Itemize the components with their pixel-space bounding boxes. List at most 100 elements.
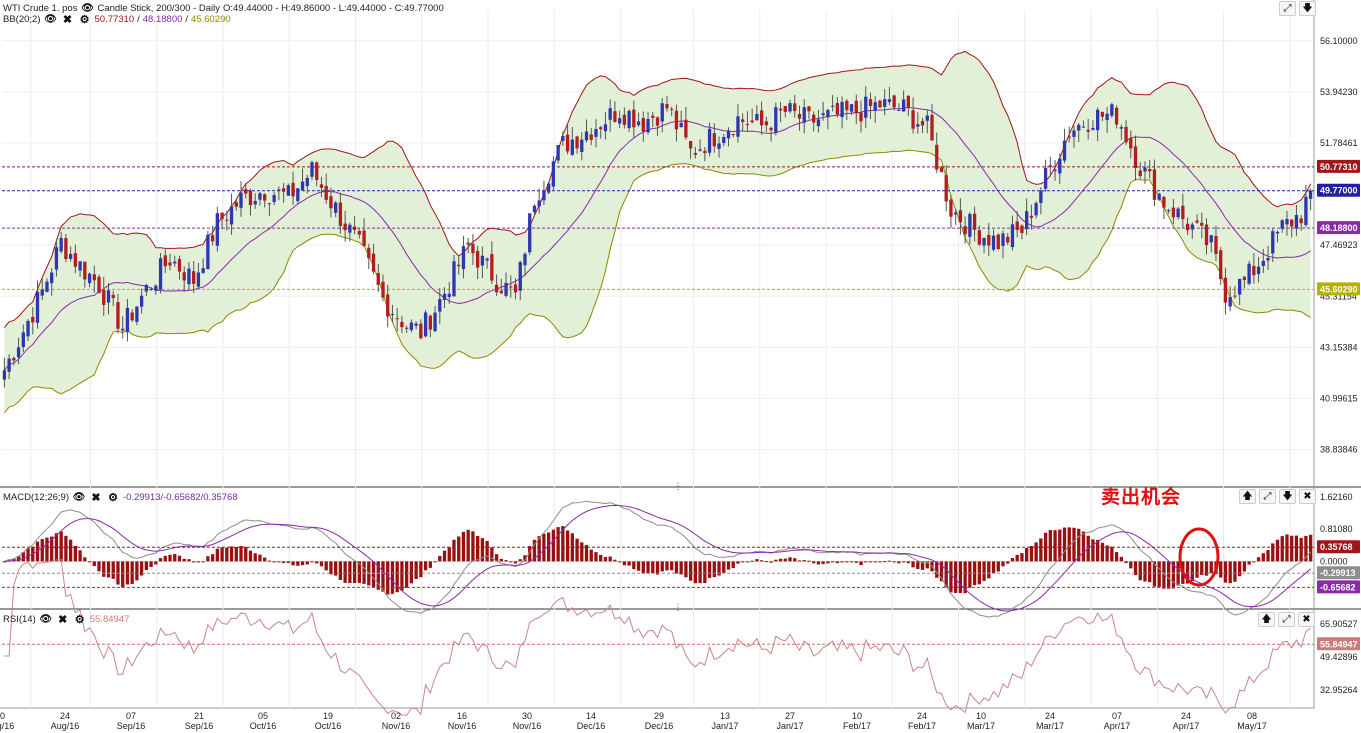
candle-body bbox=[263, 194, 267, 201]
macd-histogram-bar bbox=[954, 561, 958, 593]
macd-histogram-bar bbox=[258, 554, 262, 562]
eye-icon[interactable]: 👁 bbox=[39, 613, 53, 625]
candle-body bbox=[1152, 169, 1157, 200]
macd-histogram-bar bbox=[343, 561, 347, 583]
date-axis-day: 27 bbox=[785, 711, 795, 721]
candle-body bbox=[475, 251, 480, 268]
candle-body bbox=[1271, 231, 1275, 254]
candle-body bbox=[1219, 250, 1223, 280]
macd-histogram-bar bbox=[698, 561, 702, 584]
candle-body bbox=[1129, 138, 1133, 149]
candle-body bbox=[1010, 224, 1015, 248]
macd-histogram-bar bbox=[225, 547, 229, 562]
gear-icon[interactable]: ⚙ bbox=[79, 13, 90, 26]
macd-histogram-bar bbox=[357, 561, 361, 583]
close-icon[interactable]: ✖ bbox=[62, 13, 73, 26]
macd-histogram-bar bbox=[1105, 545, 1109, 562]
candle-body bbox=[281, 188, 286, 192]
candle-body bbox=[499, 290, 503, 294]
macd-histogram-bar bbox=[670, 561, 674, 571]
macd-histogram-bar bbox=[466, 529, 470, 562]
date-axis-month: Oct/16 bbox=[315, 721, 342, 731]
close-icon[interactable]: ✖ bbox=[91, 491, 101, 504]
macd-histogram-bar bbox=[674, 561, 679, 574]
pane-resize-handle[interactable]: ⋮ bbox=[673, 602, 683, 612]
arrow-down-icon[interactable]: 🡇 bbox=[1279, 489, 1296, 504]
macd-histogram-bar bbox=[177, 555, 182, 562]
date-axis-month: Sep/16 bbox=[185, 721, 214, 731]
candle-body bbox=[764, 121, 769, 126]
eye-icon[interactable]: 👁 bbox=[81, 2, 94, 14]
candle-body bbox=[816, 119, 821, 127]
macd-histogram-bar bbox=[409, 561, 414, 584]
candle-body bbox=[968, 214, 972, 237]
price-badge: 45.60290 bbox=[1317, 282, 1360, 296]
macd-histogram-bar bbox=[139, 561, 144, 576]
candle-body bbox=[693, 152, 698, 155]
maximize-icon[interactable]: ⤢ bbox=[1279, 1, 1296, 16]
macd-histogram-bar bbox=[338, 561, 343, 581]
eye-icon[interactable]: 👁 bbox=[72, 491, 86, 503]
macd-badge: -0.29913 bbox=[1317, 566, 1360, 580]
pane-resize-handle[interactable]: ⋮ bbox=[673, 481, 683, 491]
macd-histogram-bar bbox=[315, 561, 319, 564]
candle-body bbox=[1095, 109, 1100, 131]
macd-histogram-bar bbox=[561, 526, 565, 562]
main-pane-tools: ⤢ 🡇 bbox=[1279, 1, 1316, 16]
candle-body bbox=[31, 316, 35, 323]
macd-badge: 0.35768 bbox=[1317, 540, 1360, 554]
macd-histogram-bar bbox=[513, 561, 518, 564]
gear-icon[interactable]: ⚙ bbox=[74, 613, 85, 626]
instrument-name: WTI Crude 1. pos bbox=[3, 2, 78, 14]
close-icon[interactable]: ✖ bbox=[58, 613, 68, 626]
candle-body bbox=[1204, 224, 1209, 246]
price-axis-label: 45.31154 bbox=[1320, 291, 1357, 301]
eye-icon[interactable]: 👁 bbox=[44, 13, 57, 25]
macd-histogram-bar bbox=[741, 561, 745, 563]
candle-body bbox=[513, 284, 518, 293]
maximize-icon[interactable]: ⤢ bbox=[1259, 489, 1276, 504]
macd-histogram-bar bbox=[1048, 530, 1052, 562]
candle-body bbox=[774, 107, 778, 133]
candle-body bbox=[1242, 276, 1247, 281]
candle-body bbox=[362, 230, 366, 247]
macd-histogram-bar bbox=[54, 533, 59, 562]
candle-body bbox=[125, 307, 130, 333]
candle-body bbox=[599, 127, 603, 130]
candle-body bbox=[954, 212, 958, 215]
candle-body bbox=[1034, 203, 1038, 216]
macd-pane-tools: 🡅 ⤢ 🡇 ✖ bbox=[1239, 489, 1316, 504]
macd-histogram-bar bbox=[916, 561, 920, 569]
candle-body bbox=[423, 312, 428, 337]
candle-body bbox=[698, 149, 702, 151]
arrow-up-icon[interactable]: 🡅 bbox=[1258, 612, 1275, 627]
candle-body bbox=[892, 95, 896, 108]
macd-histogram-bar bbox=[1148, 561, 1152, 583]
macd-histogram-bar bbox=[210, 554, 215, 562]
macd-histogram-bar bbox=[395, 561, 399, 593]
close-icon[interactable]: ✖ bbox=[1299, 489, 1316, 504]
candle-body bbox=[21, 332, 25, 348]
macd-histogram-bar bbox=[405, 561, 409, 588]
arrow-up-icon[interactable]: 🡅 bbox=[1239, 489, 1256, 504]
candle-body bbox=[532, 205, 537, 213]
candle-body bbox=[244, 189, 248, 194]
arrow-down-icon[interactable]: 🡇 bbox=[1299, 1, 1316, 16]
candle-body bbox=[1124, 126, 1128, 143]
macd-histogram-bar bbox=[1195, 561, 1199, 578]
candle-body bbox=[1308, 190, 1313, 199]
candle-body bbox=[1256, 266, 1261, 275]
macd-histogram-bar bbox=[551, 529, 556, 562]
macd-histogram-bar bbox=[968, 561, 972, 588]
macd-histogram-bar bbox=[1252, 561, 1256, 563]
candle-body bbox=[1294, 214, 1299, 229]
gear-icon[interactable]: ⚙ bbox=[108, 491, 118, 504]
candle-body bbox=[135, 306, 139, 322]
macd-histogram-bar bbox=[149, 561, 153, 568]
maximize-icon[interactable]: ⤢ bbox=[1278, 612, 1295, 627]
macd-histogram-bar bbox=[400, 561, 404, 591]
macd-histogram-bar bbox=[158, 558, 163, 562]
macd-histogram-bar bbox=[381, 561, 385, 592]
close-icon[interactable]: ✖ bbox=[1298, 612, 1315, 627]
candle-body bbox=[1228, 296, 1232, 307]
